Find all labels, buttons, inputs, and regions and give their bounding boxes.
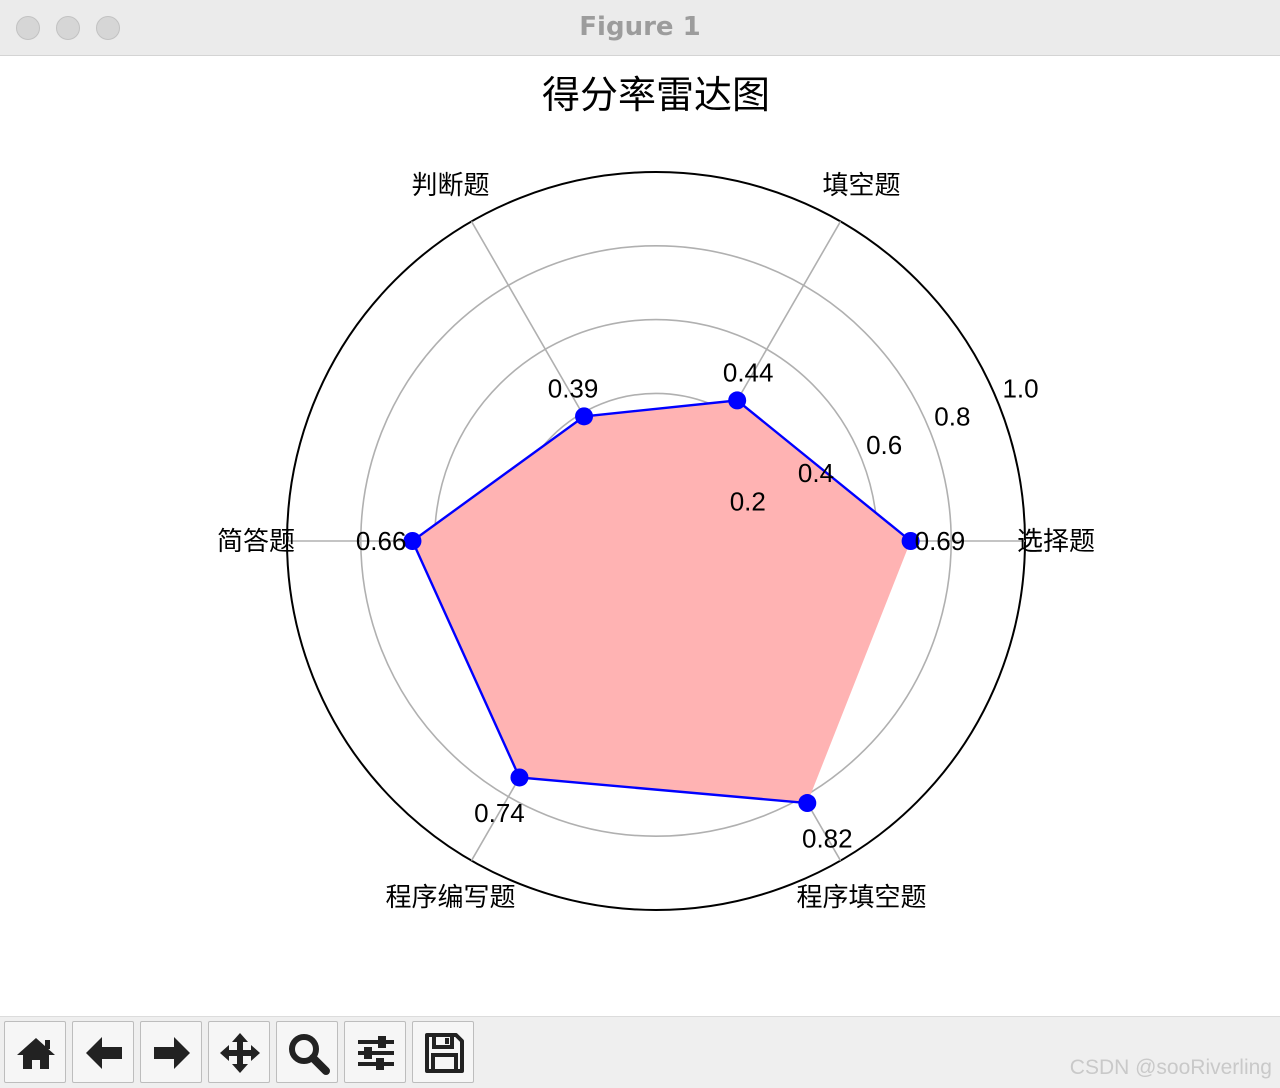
radial-tick-label: 0.8 xyxy=(934,402,970,432)
move-icon xyxy=(220,1033,260,1073)
arrow-right-icon xyxy=(154,1037,190,1069)
home-icon xyxy=(17,1038,55,1069)
zoom-window-button[interactable] xyxy=(96,16,120,40)
watermark: CSDN @sooRiverling xyxy=(1069,1056,1272,1079)
window-titlebar: Figure 1 xyxy=(0,0,1280,56)
category-label: 简答题 xyxy=(217,526,295,556)
minimize-window-button[interactable] xyxy=(56,16,80,40)
value-label: 0.66 xyxy=(356,526,407,556)
sliders-icon xyxy=(358,1036,394,1070)
home-button[interactable] xyxy=(4,1021,66,1083)
category-label: 判断题 xyxy=(411,170,489,200)
radial-tick-label: 0.6 xyxy=(866,430,902,460)
navigation-toolbar: CSDN @sooRiverling xyxy=(0,1016,1280,1088)
radial-tick-label: 0.2 xyxy=(730,486,766,516)
chart-title: 得分率雷达图 xyxy=(542,75,770,117)
radial-tick-label: 1.0 xyxy=(1002,373,1038,403)
data-point xyxy=(901,532,920,550)
value-label: 0.44 xyxy=(723,357,774,387)
data-point xyxy=(575,407,594,426)
category-label: 程序编写题 xyxy=(385,882,515,912)
back-button[interactable] xyxy=(72,1021,134,1083)
arrow-left-icon xyxy=(86,1037,122,1069)
score-line xyxy=(410,399,912,805)
score-area xyxy=(412,400,911,804)
magnifier-icon xyxy=(289,1034,330,1075)
data-point xyxy=(798,794,817,813)
data-point xyxy=(728,391,747,410)
close-window-button[interactable] xyxy=(16,16,40,40)
window-title: Figure 1 xyxy=(579,12,701,42)
save-button[interactable] xyxy=(412,1021,474,1083)
floppy-disk-icon xyxy=(425,1033,464,1073)
configure-subplots-button[interactable] xyxy=(344,1021,406,1083)
forward-button[interactable] xyxy=(140,1021,202,1083)
data-point xyxy=(510,768,529,787)
category-label: 选择题 xyxy=(1017,526,1095,556)
value-label: 0.74 xyxy=(474,798,525,828)
category-label: 填空题 xyxy=(822,170,900,200)
value-label: 0.82 xyxy=(802,824,853,854)
category-label: 程序填空题 xyxy=(796,882,926,912)
radial-tick-label: 0.4 xyxy=(798,458,834,488)
pan-button[interactable] xyxy=(208,1021,270,1083)
value-label: 0.69 xyxy=(915,526,966,556)
zoom-button[interactable] xyxy=(276,1021,338,1083)
data-point xyxy=(403,532,422,550)
value-label: 0.39 xyxy=(548,373,599,403)
